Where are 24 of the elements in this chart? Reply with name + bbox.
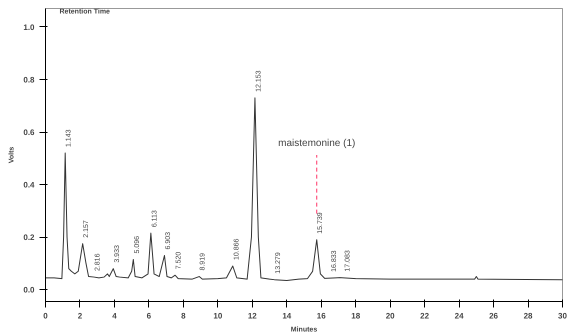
ref-line-label: maistemonine (1): [278, 138, 356, 150]
y-tick-label: 0.8: [23, 75, 36, 84]
line-series: [46, 97, 562, 281]
x-tick-label: 20: [386, 312, 396, 320]
x-tick-label: 18: [351, 312, 361, 320]
y-tick-label: 0.4: [23, 180, 36, 190]
x-tick-label: 22: [420, 312, 430, 320]
y-tick-label: 0.0: [23, 286, 36, 295]
y-tick-label: 0.6: [23, 128, 36, 138]
x-tick-label: 10: [213, 312, 223, 320]
x-tick-label: 28: [524, 312, 534, 320]
x-tick-label: 0: [43, 312, 48, 320]
x-tick-label: 26: [489, 312, 499, 320]
x-tick-label: 6: [146, 312, 152, 320]
x-tick-label: 4: [112, 312, 118, 320]
x-tick-label: 12: [248, 312, 258, 320]
x-tick-label: 2: [78, 312, 83, 320]
x-tick-label: 16: [316, 312, 326, 320]
x-tick-label: 14: [282, 312, 292, 320]
x-tick-label: 24: [454, 312, 464, 320]
y-tick-label: 1.0: [23, 22, 36, 32]
x-tick-label: 30: [558, 312, 568, 320]
x-tick-label: 8: [181, 312, 186, 320]
y-tick-label: 0.2: [23, 233, 36, 242]
